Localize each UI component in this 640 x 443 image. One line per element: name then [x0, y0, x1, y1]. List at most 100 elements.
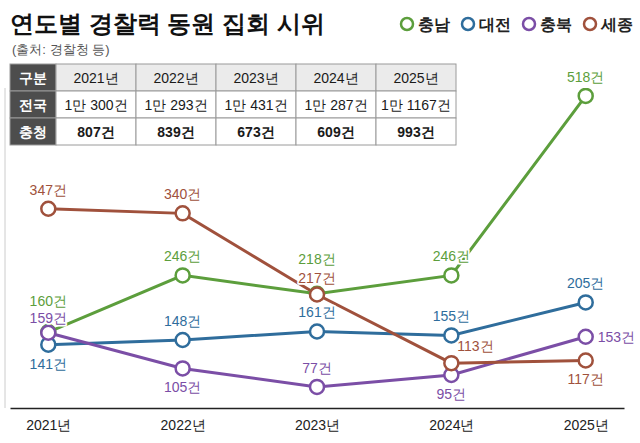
- x-tick: 2023년: [295, 408, 340, 433]
- data-label: 518건: [567, 69, 604, 85]
- legend-marker: [523, 18, 535, 30]
- table-cell: [56, 118, 136, 145]
- table-text: 구분: [19, 70, 47, 86]
- table-text: 1만 293건: [144, 97, 207, 113]
- point: [579, 330, 593, 344]
- x-axis: 2021년 2022년 2023년 2024년 2025년: [11, 408, 625, 433]
- table-text: 609건: [317, 124, 354, 140]
- data-label: 161건: [298, 304, 335, 320]
- table-text: 1만 300건: [64, 97, 127, 113]
- table: 구분2021년2022년2023년2024년2025년전국1만 300건1만 2…: [10, 64, 456, 145]
- legend-label: 충북: [540, 16, 572, 33]
- x-tick-label: 2022년: [161, 417, 206, 433]
- point: [41, 202, 55, 216]
- data-label: 246건: [433, 248, 470, 264]
- series-line: [48, 209, 585, 363]
- point: [41, 325, 55, 339]
- table-cell: [376, 118, 456, 145]
- title: 연도별 경찰력 동원 집회 시위: [10, 10, 325, 37]
- data-label: 148건: [164, 313, 201, 329]
- point: [579, 295, 593, 309]
- data-label: 205건: [567, 275, 604, 291]
- data-label: 113건: [457, 338, 493, 354]
- point: [176, 268, 190, 282]
- subtitle: (출처: 경찰청 등): [12, 42, 110, 57]
- data-label: 159건: [30, 310, 67, 326]
- table-cell: [216, 91, 296, 118]
- table-cell: [136, 91, 216, 118]
- table-text: 1만 1167건: [381, 97, 451, 113]
- point: [444, 268, 458, 282]
- series-line: [48, 96, 585, 332]
- x-axis-line: [11, 408, 625, 410]
- table-cell: [10, 118, 56, 145]
- data-label: 246건: [164, 248, 201, 264]
- point: [579, 353, 593, 367]
- data-label: 77건: [302, 360, 332, 376]
- legend-item: 충북: [523, 16, 572, 33]
- x-tick: 2024년: [429, 408, 474, 433]
- data-labels: 160건 246건 218건 246건 518건 141건 148건 161건 155건 205건…: [30, 69, 635, 402]
- table-cell: [296, 118, 376, 145]
- table-text: 993건: [397, 124, 434, 140]
- point: [41, 326, 55, 340]
- table-cell: [376, 64, 456, 91]
- x-tick-label: 2023년: [295, 417, 340, 433]
- table-cell: [296, 91, 376, 118]
- series-line: [48, 302, 585, 344]
- legend-item: 대전: [462, 16, 511, 33]
- legend-marker: [584, 18, 596, 30]
- table-text: 2025년: [393, 70, 438, 86]
- data-label: 218건: [298, 251, 335, 267]
- x-tick: 2022년: [161, 408, 206, 433]
- table-cell: [10, 64, 56, 91]
- table-text: 1만 431건: [224, 97, 287, 113]
- data-label: 347건: [30, 182, 67, 198]
- x-tick-label: 2021년: [26, 417, 71, 433]
- point: [176, 333, 190, 347]
- table-text: 2023년: [233, 70, 278, 86]
- table-cell: [136, 64, 216, 91]
- data-label: 153건: [598, 329, 635, 345]
- data-label: 155건: [433, 308, 470, 324]
- plot-area: [41, 89, 592, 394]
- table-cell: [216, 64, 296, 91]
- point: [310, 287, 324, 301]
- legend-marker: [462, 18, 474, 30]
- legend-marker: [401, 18, 413, 30]
- data-label: 340건: [164, 186, 201, 202]
- table-cell: [136, 118, 216, 145]
- point: [176, 206, 190, 220]
- legend-label: 대전: [479, 16, 511, 33]
- table-cell: [56, 91, 136, 118]
- table-text: 2024년: [313, 70, 358, 86]
- x-tick-label: 2024년: [429, 417, 474, 433]
- legend-label: 세종: [600, 16, 633, 33]
- table-text: 전국: [19, 97, 47, 113]
- table-text: 807건: [77, 124, 114, 140]
- point: [310, 380, 324, 394]
- data-label: 141건: [30, 356, 67, 372]
- chart: 연도별 경찰력 동원 집회 시위 (출처: 경찰청 등) 충남 대전 충북 세종구분 202…: [0, 0, 640, 443]
- data-label: 217건: [298, 270, 335, 286]
- legend-item: 충남: [401, 16, 450, 33]
- data-label: 117건: [568, 371, 604, 387]
- x-tick-label: 2025년: [564, 417, 609, 433]
- table-text: 1만 287건: [304, 97, 367, 113]
- x-tick: 2021년: [26, 408, 71, 433]
- table-text: 2022년: [153, 70, 198, 86]
- table-cell: [296, 64, 376, 91]
- table-cell: [10, 91, 56, 118]
- point: [444, 356, 458, 370]
- data-label: 160건: [30, 293, 67, 309]
- table-text: 673건: [237, 124, 274, 140]
- table-cell: [216, 118, 296, 145]
- table-cell: [376, 91, 456, 118]
- data-label: 95건: [437, 386, 467, 402]
- legend-label: 충남: [418, 16, 450, 33]
- table-text: 충청: [19, 124, 47, 140]
- legend: 충남 대전 충북 세종: [401, 16, 633, 33]
- point: [310, 288, 324, 302]
- point: [176, 361, 190, 375]
- x-tick: 2025년: [564, 408, 609, 433]
